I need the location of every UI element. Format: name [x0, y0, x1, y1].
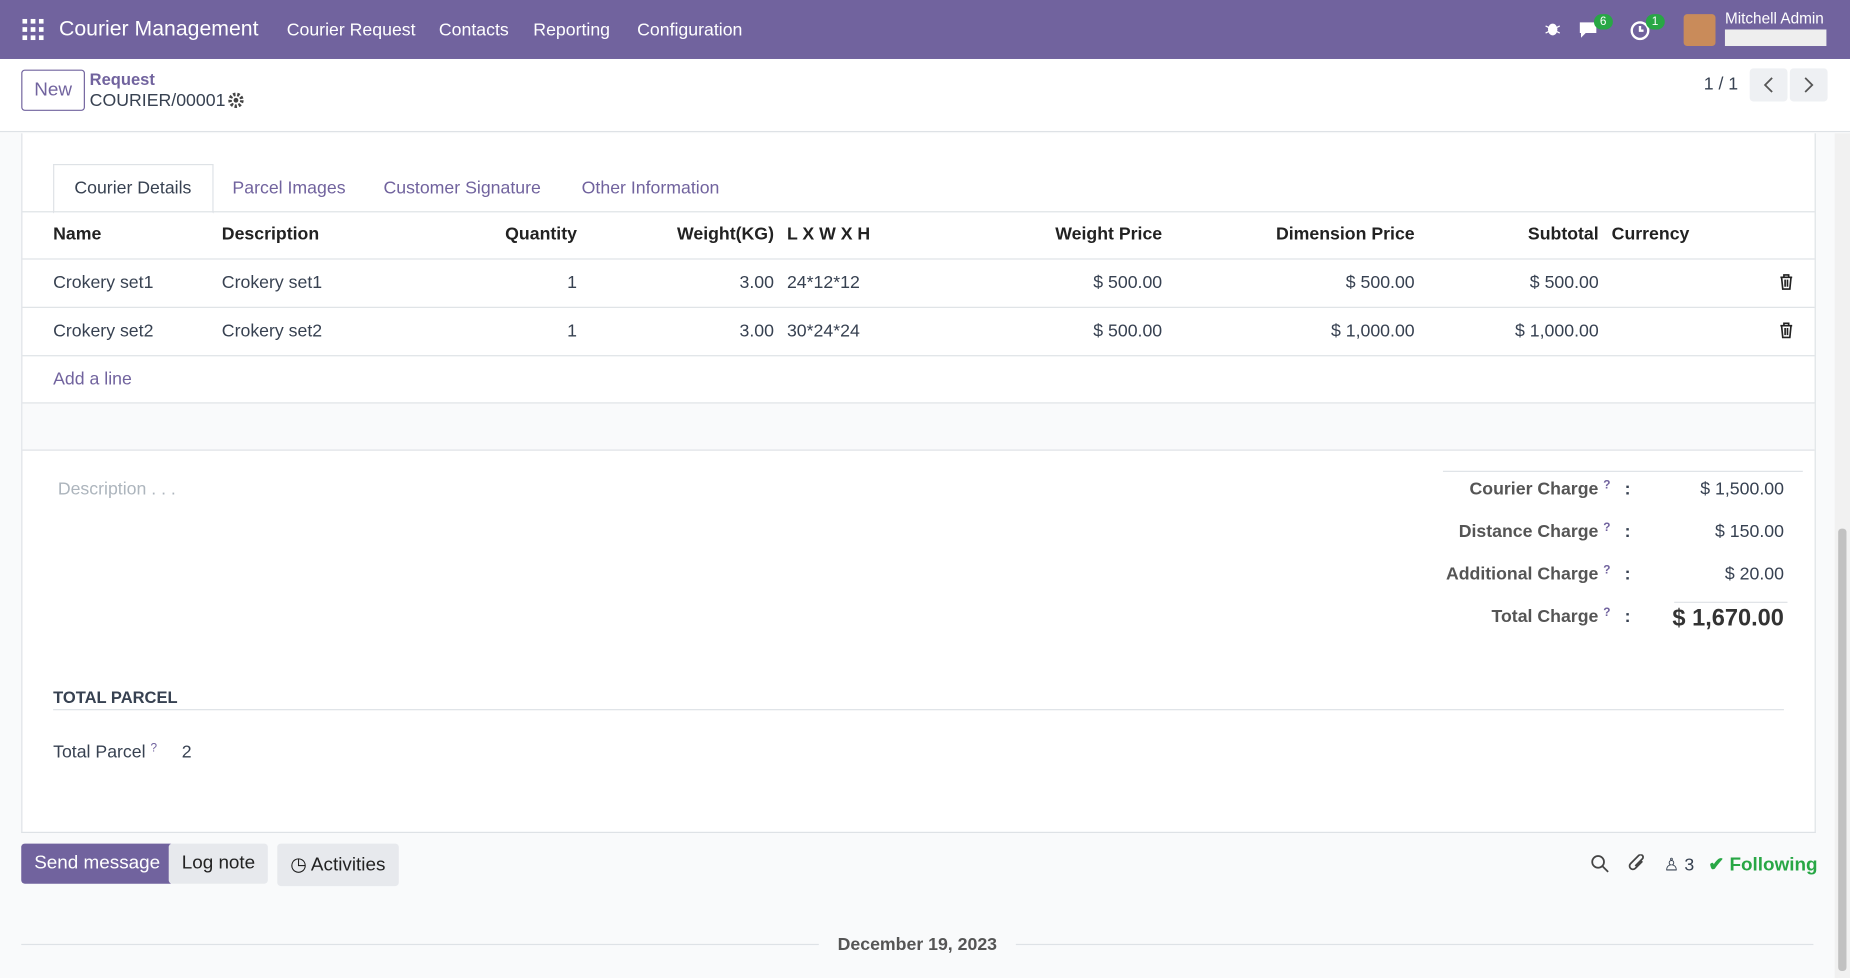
search-icon[interactable]	[1590, 854, 1609, 873]
cell: $ 500.00	[1345, 272, 1415, 293]
tab[interactable]: Courier Details	[74, 178, 192, 199]
messages-badge: 6	[1593, 14, 1613, 30]
cell: $ 1,000.00	[1330, 320, 1415, 341]
separator: :	[1624, 521, 1631, 542]
menu-item[interactable]: Configuration	[637, 20, 743, 41]
scrollbar[interactable]	[1834, 133, 1850, 978]
delete-icon[interactable]	[1779, 274, 1793, 291]
field-value: 2	[181, 742, 192, 763]
cell: $ 500.00	[1529, 272, 1599, 293]
column-header: Dimension Price	[1275, 224, 1415, 245]
gear-icon[interactable]	[228, 92, 245, 109]
help[interactable]: ?	[1603, 606, 1611, 620]
column-header: L X W X H	[786, 224, 871, 245]
cell: $ 500.00	[1093, 320, 1163, 341]
cell: 1	[567, 320, 577, 341]
next-button[interactable]	[1789, 68, 1828, 102]
send-message[interactable]: Send message	[21, 843, 174, 884]
cell: Crokery set1	[53, 272, 154, 293]
activities-button[interactable]: ◷ Activities	[277, 843, 399, 887]
activities-badge: 1	[1645, 14, 1665, 30]
user-name[interactable]: Mitchell Admin	[1724, 9, 1824, 28]
label: Activities	[310, 855, 386, 876]
charge-label: Total Charge ?	[1491, 606, 1610, 626]
tab[interactable]: Customer Signature	[383, 178, 541, 199]
followers[interactable]: ♙ 3	[1663, 855, 1695, 876]
charge-label: Courier Charge ?	[1470, 479, 1611, 499]
label: Total Parcel	[53, 742, 146, 763]
section-title: TOTAL PARCEL	[53, 687, 178, 707]
column-header: Name	[53, 224, 102, 245]
debug-icon[interactable]	[1544, 20, 1561, 37]
cell: 3.00	[739, 320, 774, 341]
messages-icon[interactable]	[1577, 20, 1601, 39]
active-tab[interactable]	[53, 163, 214, 214]
help[interactable]: ?	[1603, 479, 1611, 492]
charge-value: $ 20.00	[1724, 563, 1784, 585]
help[interactable]: ?	[1603, 563, 1611, 577]
separator: :	[1624, 606, 1631, 627]
help[interactable]: ?	[1603, 521, 1611, 535]
help[interactable]: ?	[150, 742, 158, 756]
delete-icon[interactable]	[1779, 322, 1793, 339]
attachment-icon[interactable]	[1628, 854, 1647, 873]
tab[interactable]: Parcel Images	[232, 178, 346, 199]
menu-item[interactable]: Courier Request	[286, 20, 416, 41]
empty-row	[22, 403, 1815, 451]
label: Following	[1729, 855, 1818, 876]
menu-item[interactable]: Reporting	[533, 20, 611, 41]
apps-icon[interactable]	[22, 18, 44, 41]
cell: 1	[567, 272, 577, 293]
column-header: Weight(KG)	[676, 224, 774, 245]
label: Distance Charge	[1458, 521, 1599, 542]
charge-value: $ 150.00	[1715, 521, 1784, 542]
separator: :	[1624, 479, 1631, 500]
pager: 1 / 1	[1703, 74, 1739, 95]
log-note[interactable]: Log note	[168, 843, 269, 884]
charge-value: $ 1,500.00	[1700, 479, 1784, 500]
navbar: Courier Management Courier Request Conta…	[0, 0, 1850, 59]
cell: $ 1,000.00	[1515, 320, 1599, 341]
app-name[interactable]: Courier Management	[58, 16, 259, 41]
cell: Crokery set1	[221, 272, 323, 293]
database-name	[1724, 29, 1827, 47]
field-label: Total Parcel ?	[53, 742, 157, 762]
description-field[interactable]: Description . . .	[57, 479, 176, 500]
record-name: COURIER/00001	[89, 90, 226, 111]
cell: Crokery set2	[221, 320, 323, 341]
form-sheet: Courier Details Parcel Images Customer S…	[21, 133, 1816, 833]
prev-button[interactable]	[1749, 68, 1788, 102]
date-separator: December 19, 2023	[837, 934, 998, 955]
tab[interactable]: Other Information	[581, 178, 720, 199]
charge-label: Distance Charge ?	[1459, 521, 1611, 541]
cell: $ 500.00	[1093, 272, 1163, 293]
column-header: Description	[221, 224, 320, 245]
avatar[interactable]	[1683, 14, 1716, 47]
charge-label: Additional Charge ?	[1446, 564, 1611, 584]
column-header: Subtotal	[1527, 224, 1599, 245]
activities-icon[interactable]	[1629, 20, 1650, 41]
label: Courier Charge	[1469, 479, 1599, 500]
new-button[interactable]: New	[21, 69, 85, 111]
separator: :	[1624, 563, 1631, 585]
cell: 24*12*12	[786, 272, 860, 293]
cell: 30*24*24	[786, 320, 860, 341]
charge-value: $ 1,670.00	[1672, 605, 1784, 632]
menu-item[interactable]: Contacts	[438, 20, 509, 41]
control-panel: New Request COURIER/00001 1 / 1	[0, 58, 1850, 133]
cell: 3.00	[739, 272, 774, 293]
column-header: Currency	[1611, 224, 1690, 245]
breadcrumb[interactable]: Request	[89, 69, 155, 89]
column-header: Quantity	[505, 224, 577, 245]
follower-count: 3	[1684, 855, 1695, 876]
cell: Crokery set2	[53, 320, 154, 341]
column-header: Weight Price	[1055, 224, 1163, 245]
label: Total Charge	[1491, 606, 1599, 627]
following[interactable]: ✔ Following	[1708, 855, 1818, 876]
label: Additional Charge	[1445, 563, 1599, 585]
add-line[interactable]: Add a line	[53, 369, 132, 390]
